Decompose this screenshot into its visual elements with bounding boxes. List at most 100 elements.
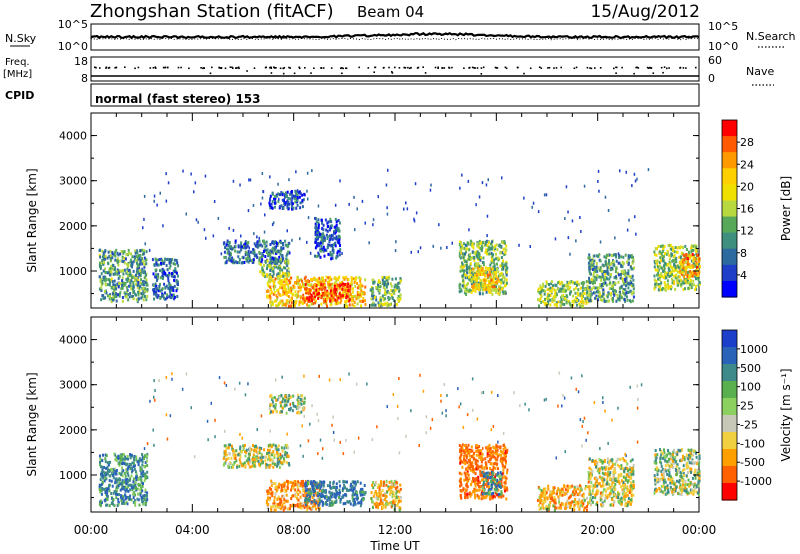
date-label: 15/Aug/2012: [590, 2, 700, 22]
nave-dot: [652, 72, 655, 74]
colorbar-swatch: [722, 432, 737, 450]
colorbar-tick-label: -500: [740, 456, 765, 469]
y-tick-label: 3000: [59, 379, 87, 392]
nave-dot: [220, 67, 223, 69]
nave-dot: [180, 66, 182, 69]
nave-dot: [177, 66, 180, 69]
nave-dot: [437, 67, 439, 69]
nave-dot: [108, 66, 111, 69]
nave-dot: [200, 67, 202, 69]
nave-dot: [322, 67, 325, 69]
colorbar-swatch: [722, 415, 737, 433]
nave-dot: [463, 67, 465, 69]
colorbar-swatch: [722, 120, 737, 137]
scatter-cluster: [536, 484, 589, 512]
nave-dot: [270, 66, 272, 69]
nave-dot: [340, 67, 342, 70]
y-tick-label: 2000: [59, 424, 87, 437]
nave-dot: [685, 67, 687, 69]
nave-dot: [164, 66, 167, 69]
nave-dot: [345, 67, 347, 69]
colorbar-tick-label: 8: [740, 247, 747, 260]
cpid-panel: [90, 83, 700, 107]
x-tick-label: 16:00: [479, 523, 514, 537]
scatter-cluster: [98, 248, 149, 304]
nave-dot: [599, 67, 602, 69]
nave-dot: [218, 67, 221, 69]
nave-dot: [152, 67, 155, 69]
nave-dot: [660, 66, 663, 69]
colorbar-tick-label: 16: [740, 203, 754, 216]
nsearch-line: [90, 37, 700, 41]
nave-dot: [504, 66, 507, 69]
scatter-cluster: [370, 479, 402, 512]
nave-dot: [668, 67, 670, 69]
colorbar-swatch: [722, 364, 737, 382]
nave-dot: [154, 67, 157, 69]
colorbar-swatch: [722, 280, 737, 298]
colorbar-tick-label: -25: [740, 418, 758, 431]
colorbar-swatch: [722, 248, 737, 266]
nave-dot: [590, 67, 593, 70]
nave-dot: [114, 67, 116, 69]
y-axis-label: Slant Range [km]: [25, 168, 39, 272]
nave-dot: [416, 67, 419, 69]
nave-dot: [341, 72, 343, 75]
scatter-cluster: [537, 280, 590, 308]
nave-dot: [236, 67, 238, 69]
nave-dot: [238, 67, 240, 70]
nave-dot: [382, 67, 385, 69]
colorbar: 1000 500 100 25 -25 -100 -500 -1000 Velocity [m …: [721, 329, 793, 501]
nave-dot: [264, 66, 267, 69]
nave-dot: [107, 67, 110, 69]
nave-dot: [480, 67, 483, 69]
scatter-cluster: [678, 252, 701, 279]
nsky-label: N.Sky: [5, 32, 37, 45]
scatter-cluster: [268, 189, 306, 211]
scatter-cluster: [304, 479, 367, 508]
nave-dot: [202, 67, 204, 70]
colorbar-tick-label: 24: [740, 158, 754, 171]
nave-dot: [451, 66, 453, 69]
x-axis-label: Time UT: [369, 539, 420, 553]
scatter-cluster: [268, 393, 306, 415]
nave-tick-bottom: 0: [708, 72, 715, 85]
nave-dot: [437, 66, 439, 69]
scatter-cluster: [314, 217, 342, 261]
colorbar-tick-label: 500: [740, 362, 761, 375]
nave-dot: [560, 66, 562, 69]
freq-trace: [91, 66, 699, 77]
nave-dot: [474, 67, 476, 69]
nave-dot: [540, 67, 543, 69]
colorbar-tick-label: -100: [740, 437, 765, 450]
nave-dot: [275, 67, 277, 69]
nave-dot: [398, 67, 401, 69]
nave-dot: [270, 72, 273, 74]
nave-dot: [231, 66, 233, 69]
nave-dot: [468, 67, 470, 69]
freq-tick-bottom: 8: [81, 72, 88, 85]
colorbar-tick-label: 4: [740, 269, 747, 282]
nave-dot: [495, 67, 498, 69]
colorbar-swatch: [722, 347, 737, 365]
scatter-cluster: [303, 282, 352, 303]
nave-dot: [94, 66, 96, 69]
nave-dot: [410, 66, 412, 69]
colorbar-tick-label: 100: [740, 381, 761, 394]
colorbar-swatch: [722, 466, 737, 484]
nave-dot: [422, 66, 424, 68]
scatter-cluster: [587, 457, 635, 508]
colorbar-swatch: [722, 152, 737, 169]
nave-dot: [203, 67, 205, 69]
scatter-cluster: [151, 257, 180, 301]
nave-dot: [224, 67, 227, 70]
nave-dot: [162, 66, 165, 69]
x-tick-label: 08:00: [276, 523, 311, 537]
nave-dot: [394, 66, 396, 69]
nave-dot: [663, 66, 666, 68]
nave-dot: [434, 66, 437, 69]
nave-dot: [494, 66, 497, 69]
nave-dot: [374, 66, 376, 69]
nave-dot: [137, 66, 140, 69]
